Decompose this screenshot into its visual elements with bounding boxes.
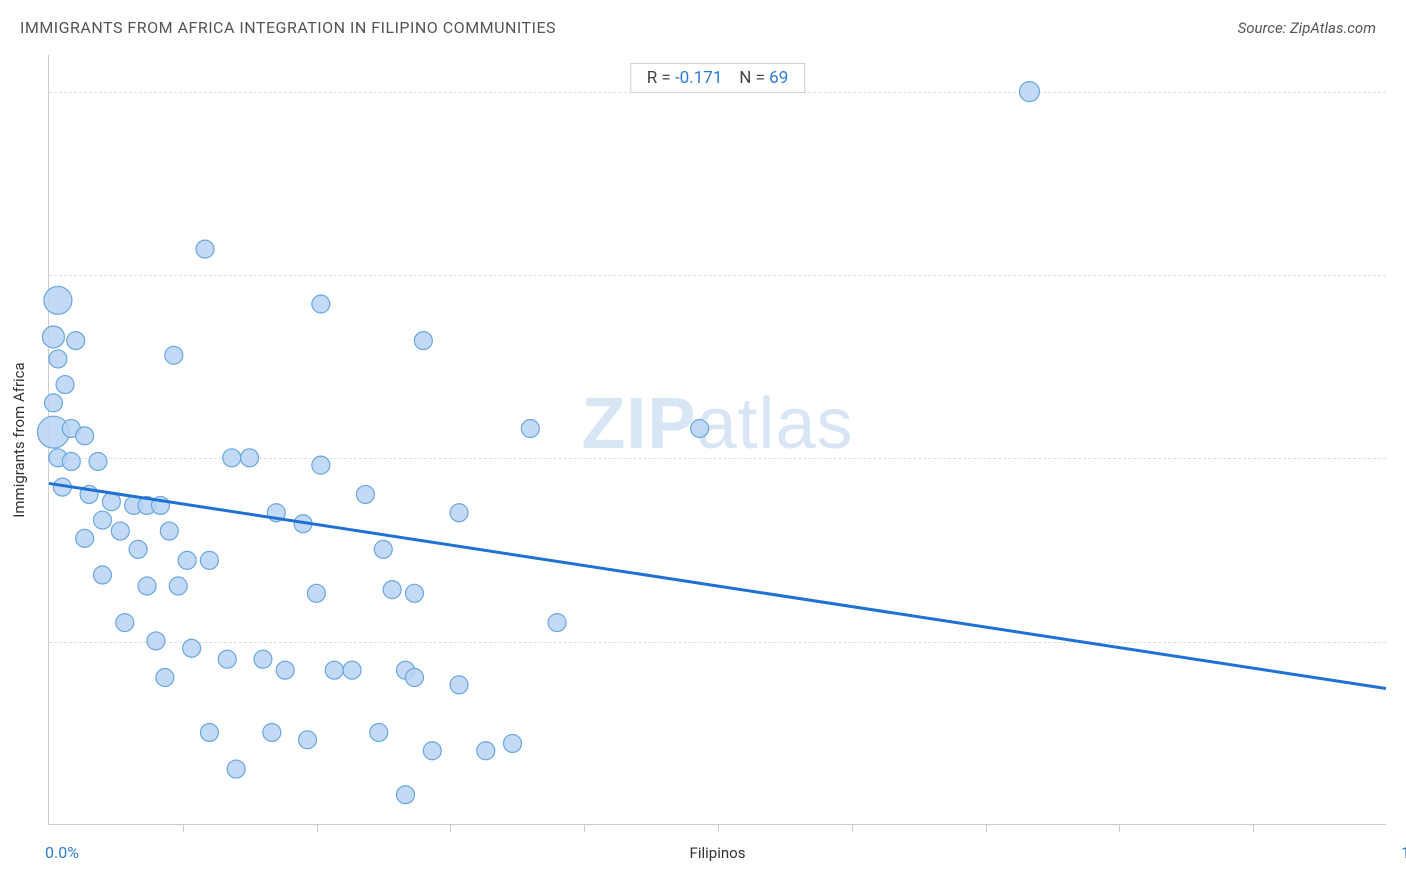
data-point <box>423 742 441 760</box>
data-point <box>504 734 522 752</box>
x-min-label: 0.0% <box>45 843 79 862</box>
data-point <box>178 551 196 569</box>
r-value: -0.171 <box>675 68 722 88</box>
data-point <box>325 661 343 679</box>
data-point <box>165 346 183 364</box>
data-point <box>241 449 259 467</box>
data-point <box>691 420 709 438</box>
data-point <box>397 786 415 804</box>
data-point <box>169 577 187 595</box>
data-point <box>62 452 80 470</box>
n-label: N = <box>739 68 765 88</box>
data-point <box>138 577 156 595</box>
data-point <box>370 723 388 741</box>
data-point <box>343 661 361 679</box>
data-point <box>405 669 423 687</box>
data-point <box>200 723 218 741</box>
data-point <box>450 504 468 522</box>
data-point <box>227 760 245 778</box>
data-point <box>49 350 67 368</box>
data-point <box>129 540 147 558</box>
x-tick <box>852 824 853 832</box>
x-axis-label: Filipinos <box>690 844 746 862</box>
data-point <box>276 661 294 679</box>
x-tick <box>1253 824 1254 832</box>
scatter-svg <box>49 55 1386 824</box>
r-label: R = <box>647 68 671 88</box>
data-point <box>93 511 111 529</box>
data-point <box>147 632 165 650</box>
x-tick <box>1119 824 1120 832</box>
data-point <box>356 485 374 503</box>
data-point <box>89 452 107 470</box>
data-point <box>200 551 218 569</box>
data-point <box>254 650 272 668</box>
data-point <box>218 650 236 668</box>
data-point <box>76 529 94 547</box>
x-tick <box>317 824 318 832</box>
data-point <box>183 639 201 657</box>
data-point <box>312 456 330 474</box>
trend-line <box>49 483 1386 688</box>
chart-title: IMMIGRANTS FROM AFRICA INTEGRATION IN FI… <box>20 18 556 37</box>
x-tick <box>450 824 451 832</box>
scatter-chart: R = -0.171 N = 69 ZIPatlas Immigrants fr… <box>48 55 1386 825</box>
data-point <box>44 394 62 412</box>
data-point <box>263 723 281 741</box>
data-point <box>156 669 174 687</box>
statistics-box: R = -0.171 N = 69 <box>630 63 806 93</box>
data-point <box>312 295 330 313</box>
data-point <box>93 566 111 584</box>
data-point <box>196 240 214 258</box>
source-attribution: Source: ZipAtlas.com <box>1238 19 1376 37</box>
data-point <box>548 614 566 632</box>
data-point <box>223 449 241 467</box>
data-point <box>44 286 72 314</box>
data-point <box>383 581 401 599</box>
x-max-label: 15.0% <box>1401 843 1406 862</box>
x-tick <box>183 824 184 832</box>
data-point <box>116 614 134 632</box>
n-value: 69 <box>769 68 788 88</box>
x-tick <box>718 824 719 832</box>
data-point <box>1019 82 1039 102</box>
data-point <box>521 420 539 438</box>
x-tick <box>584 824 585 832</box>
data-point <box>160 522 178 540</box>
x-tick <box>986 824 987 832</box>
chart-header: IMMIGRANTS FROM AFRICA INTEGRATION IN FI… <box>0 0 1406 45</box>
data-point <box>450 676 468 694</box>
y-axis-label: Immigrants from Africa <box>10 362 28 517</box>
data-point <box>76 427 94 445</box>
data-point <box>56 376 74 394</box>
data-point <box>42 326 64 348</box>
data-point <box>307 584 325 602</box>
data-point <box>477 742 495 760</box>
data-point <box>67 332 85 350</box>
data-point <box>298 731 316 749</box>
data-point <box>111 522 129 540</box>
plot-area: R = -0.171 N = 69 ZIPatlas Immigrants fr… <box>48 55 1386 825</box>
data-point <box>414 332 432 350</box>
data-point <box>374 540 392 558</box>
data-point <box>405 584 423 602</box>
